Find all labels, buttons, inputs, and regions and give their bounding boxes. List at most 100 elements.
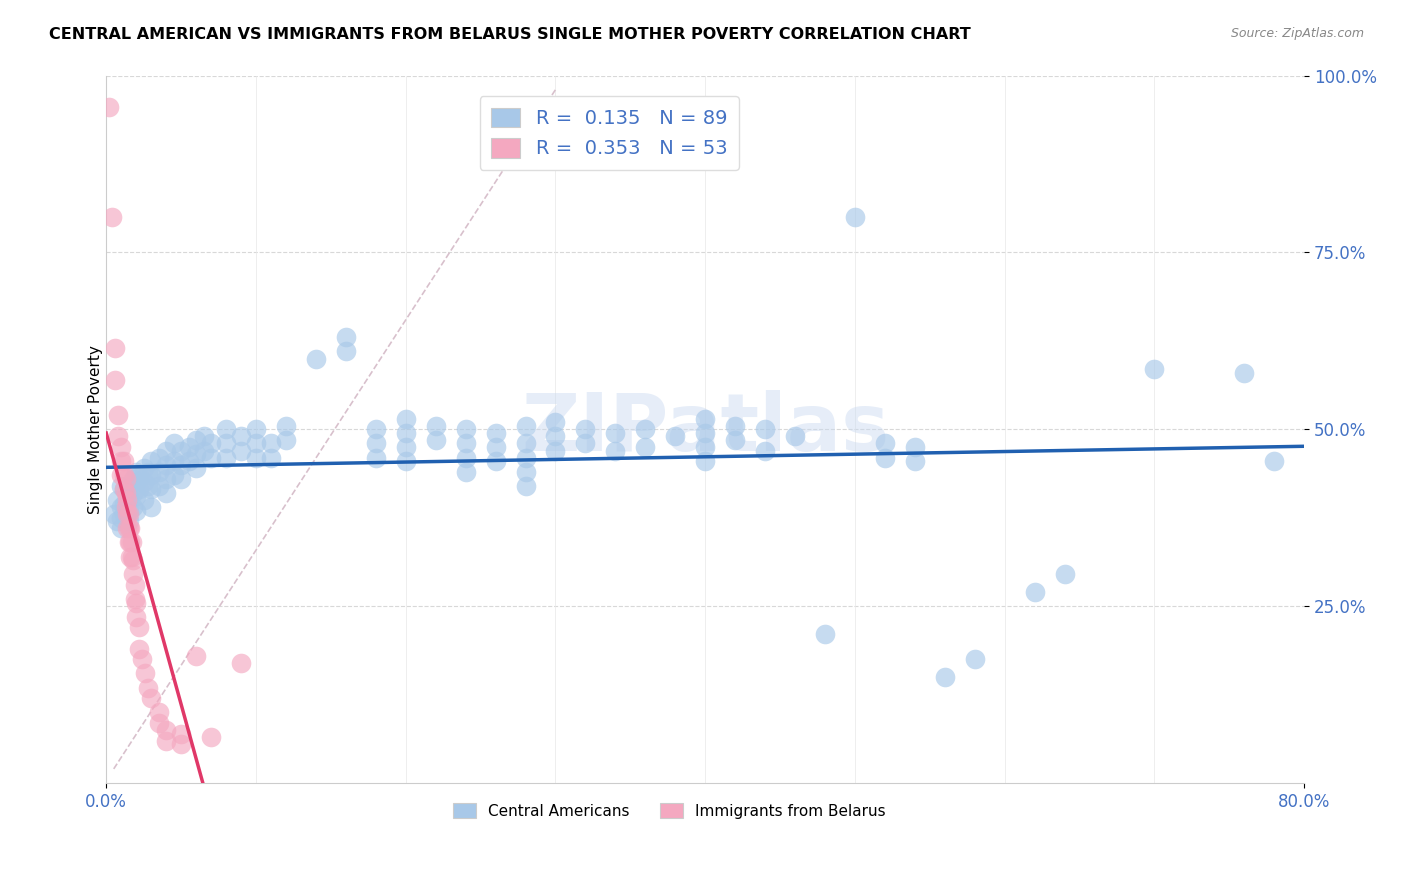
Point xyxy=(112,483,135,497)
Point xyxy=(454,450,477,465)
Point xyxy=(115,521,138,535)
Point xyxy=(484,454,506,468)
Point xyxy=(395,440,418,454)
Point xyxy=(114,486,136,500)
Point xyxy=(110,454,132,468)
Point xyxy=(364,422,387,436)
Point xyxy=(335,344,357,359)
Point xyxy=(104,341,127,355)
Point xyxy=(754,443,776,458)
Point xyxy=(128,641,150,656)
Point xyxy=(110,468,132,483)
Point xyxy=(454,465,477,479)
Point xyxy=(904,440,927,454)
Point xyxy=(1053,567,1076,582)
Point xyxy=(148,450,170,465)
Point xyxy=(515,436,537,450)
Point xyxy=(131,652,153,666)
Point xyxy=(122,567,145,582)
Point xyxy=(125,609,148,624)
Point xyxy=(260,436,283,450)
Point xyxy=(274,433,297,447)
Point xyxy=(121,549,143,564)
Point xyxy=(515,450,537,465)
Point xyxy=(425,418,447,433)
Point xyxy=(112,468,135,483)
Point xyxy=(107,408,129,422)
Point xyxy=(122,472,145,486)
Point xyxy=(125,475,148,490)
Point xyxy=(200,450,222,465)
Point xyxy=(229,443,252,458)
Point xyxy=(114,500,136,515)
Point xyxy=(364,450,387,465)
Point xyxy=(132,461,155,475)
Point xyxy=(103,507,125,521)
Point xyxy=(115,507,138,521)
Point xyxy=(395,425,418,440)
Point xyxy=(934,670,956,684)
Point xyxy=(110,500,132,515)
Point xyxy=(155,443,177,458)
Point xyxy=(170,726,193,740)
Point xyxy=(844,210,866,224)
Point xyxy=(215,422,238,436)
Point xyxy=(1143,362,1166,376)
Point xyxy=(155,723,177,737)
Point xyxy=(141,691,163,706)
Point xyxy=(128,620,150,634)
Point xyxy=(215,436,238,450)
Point xyxy=(162,468,184,483)
Point xyxy=(605,443,627,458)
Point xyxy=(873,436,896,450)
Point xyxy=(105,493,128,508)
Point xyxy=(260,450,283,465)
Point xyxy=(664,429,686,443)
Point xyxy=(112,454,135,468)
Point xyxy=(132,493,155,508)
Point xyxy=(132,475,155,490)
Point xyxy=(118,479,141,493)
Point xyxy=(229,429,252,443)
Point xyxy=(245,422,267,436)
Point xyxy=(170,737,193,751)
Point xyxy=(184,461,207,475)
Point xyxy=(1233,366,1256,380)
Point xyxy=(118,490,141,504)
Point xyxy=(515,479,537,493)
Point xyxy=(122,486,145,500)
Text: Source: ZipAtlas.com: Source: ZipAtlas.com xyxy=(1230,27,1364,40)
Point xyxy=(454,422,477,436)
Point xyxy=(783,429,806,443)
Point xyxy=(120,549,142,564)
Point xyxy=(425,433,447,447)
Point xyxy=(904,454,927,468)
Point xyxy=(134,666,156,681)
Point xyxy=(124,592,146,607)
Point xyxy=(177,454,200,468)
Point xyxy=(118,514,141,528)
Point xyxy=(110,440,132,454)
Point xyxy=(125,490,148,504)
Point xyxy=(118,507,141,521)
Point xyxy=(963,652,986,666)
Point xyxy=(162,454,184,468)
Point xyxy=(112,507,135,521)
Point xyxy=(200,436,222,450)
Point xyxy=(170,458,193,472)
Point xyxy=(118,503,141,517)
Point xyxy=(125,503,148,517)
Point xyxy=(484,440,506,454)
Point xyxy=(544,415,567,429)
Point xyxy=(110,479,132,493)
Point xyxy=(814,627,837,641)
Point xyxy=(136,479,159,493)
Point xyxy=(141,500,163,515)
Point xyxy=(245,436,267,450)
Point xyxy=(141,483,163,497)
Point xyxy=(110,510,132,524)
Point xyxy=(724,418,747,433)
Point xyxy=(98,100,121,114)
Point xyxy=(544,443,567,458)
Legend: Central Americans, Immigrants from Belarus: Central Americans, Immigrants from Belar… xyxy=(447,797,891,825)
